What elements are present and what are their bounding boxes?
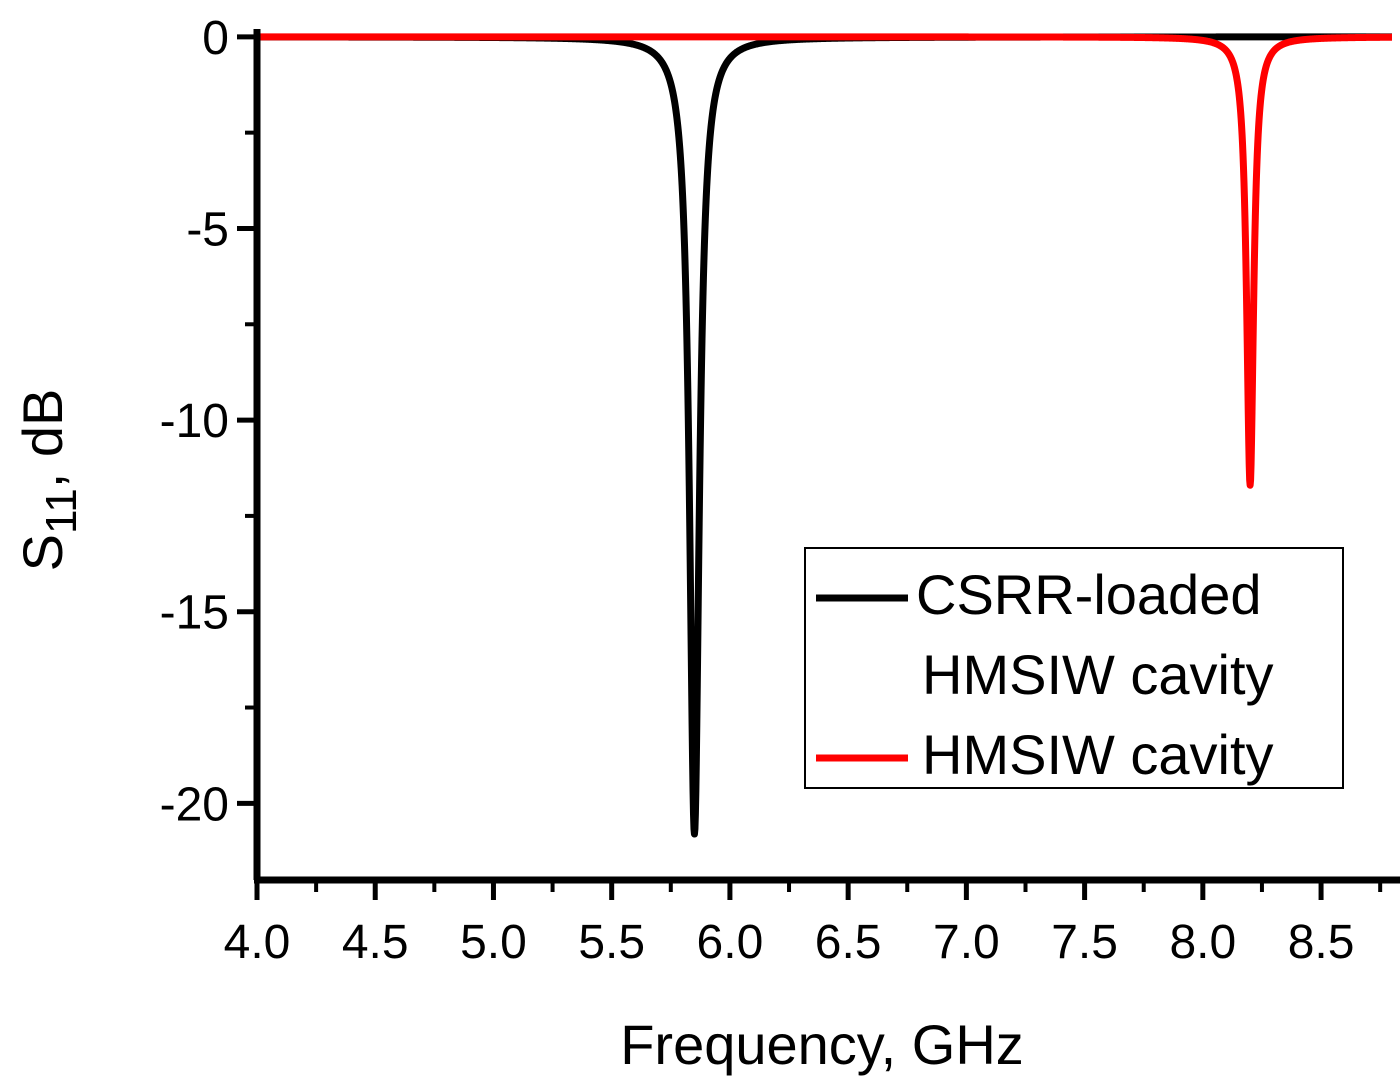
- y-tick-label: -5: [186, 203, 229, 256]
- x-tick-label: 5.5: [578, 916, 645, 969]
- y-axis-title-main: S: [11, 534, 74, 571]
- y-tick-label: 0: [202, 12, 229, 65]
- legend-label-csrr-line1: CSRR-loaded: [916, 563, 1262, 626]
- y-axis-title: S11, dB: [11, 389, 86, 572]
- x-tick-label: 4.0: [224, 916, 291, 969]
- ticks-layer: 4.0 4.5 5.0 5.5 6.0 6.5 7.0 7.5 8.0 8.5 0 -5 -10 -15 -…: [160, 12, 1383, 969]
- y-tick-label: -20: [160, 778, 229, 831]
- x-axis-title: Frequency, GHz: [620, 1013, 1024, 1076]
- legend: CSRR-loaded HMSIW cavity HMSIW cavity: [804, 547, 1344, 789]
- x-tick-label: 6.5: [815, 916, 882, 969]
- x-tick-label: 5.0: [460, 916, 527, 969]
- axes-layer: [253, 29, 1400, 884]
- legend-label-csrr-line2: HMSIW cavity: [922, 643, 1274, 706]
- legend-box: [804, 547, 1344, 789]
- x-tick-label: 6.0: [697, 916, 764, 969]
- legend-label-hmsiw: HMSIW cavity: [922, 723, 1274, 786]
- x-tick-label: 8.5: [1288, 916, 1355, 969]
- x-tick-label: 8.0: [1169, 916, 1236, 969]
- y-tick-label: -15: [160, 587, 229, 640]
- y-tick-label: -10: [160, 395, 229, 448]
- x-tick-label: 4.5: [342, 916, 409, 969]
- series-layer: [253, 33, 1396, 838]
- x-tick-label: 7.5: [1051, 916, 1118, 969]
- x-tick-label: 7.0: [933, 916, 1000, 969]
- series-line-hmsiw-cavity: [253, 33, 1396, 489]
- y-axis-title-sub: 11: [37, 488, 86, 534]
- y-axis-title-rest: , dB: [11, 389, 74, 489]
